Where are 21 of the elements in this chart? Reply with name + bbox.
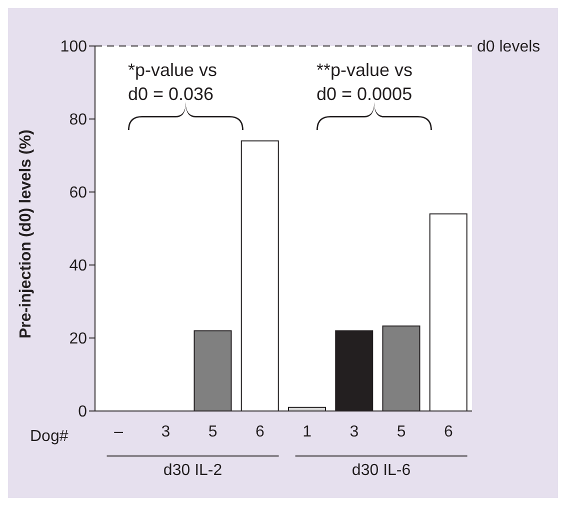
x-tick-label: 3 xyxy=(161,423,170,440)
x-tick-label: 5 xyxy=(396,423,406,440)
x-tick-label: 6 xyxy=(444,423,453,440)
text: d30 IL-6 xyxy=(352,462,411,479)
y-tick-label: 40 xyxy=(69,258,88,275)
y-tick-label: 20 xyxy=(69,330,88,348)
y-tick-label: 0 xyxy=(78,404,88,421)
y-tick-label: 60 xyxy=(69,184,88,202)
y-axis-title: Pre-injection (d0) levels (%) xyxy=(18,130,35,338)
annotation: **p-value vs d0 = 0.0005 xyxy=(316,60,413,104)
x-axis-title: Dog# xyxy=(30,428,68,445)
text: d30 IL-2 xyxy=(163,462,222,479)
x-tick-label: 1 xyxy=(302,423,312,440)
x-tick-label: 5 xyxy=(208,423,218,440)
x-tick-label: 3 xyxy=(350,423,359,440)
annotation: *p-value vs d0 = 0.036 xyxy=(128,60,218,104)
x-tick-label: 6 xyxy=(255,423,264,440)
x-tick-label: – xyxy=(114,423,124,440)
y-tick-label: 80 xyxy=(69,112,88,129)
ref-line-label: d0 levels xyxy=(477,38,540,56)
y-tick-label: 100 xyxy=(60,38,88,56)
